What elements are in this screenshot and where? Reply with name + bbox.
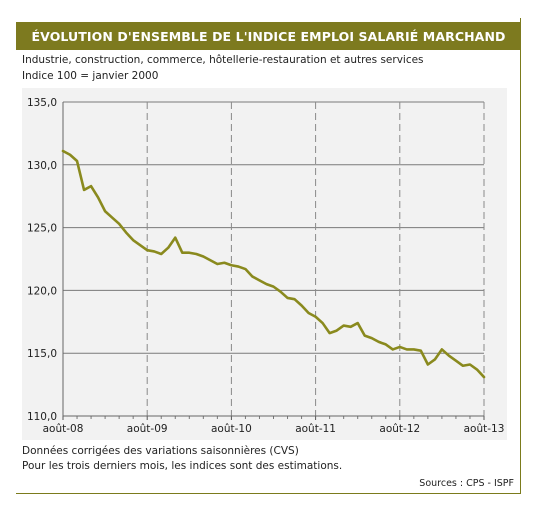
plot-background xyxy=(22,88,507,440)
chart-title: ÉVOLUTION D'ENSEMBLE DE L'INDICE EMPLOI … xyxy=(16,22,521,50)
y-tick-label: 120,0 xyxy=(27,285,57,297)
vertical-gridlines xyxy=(146,102,485,416)
x-tick-labels: août-08 août-09 août-10 août-11 août-12 août-… xyxy=(43,423,505,435)
x-tick-label: août-08 xyxy=(43,423,84,435)
y-tick-label: 125,0 xyxy=(27,223,57,235)
y-tick-label: 110,0 xyxy=(27,411,57,423)
axes xyxy=(62,102,485,420)
estimate-note: Pour les trois derniers mois, les indice… xyxy=(22,460,343,472)
x-tick-label: août-10 xyxy=(211,423,252,435)
source-credit: Sources : CPS - ISPF xyxy=(419,478,514,489)
cvs-note: Données corrigées des variations saisonn… xyxy=(22,445,299,457)
y-tick-label: 135,0 xyxy=(27,97,57,109)
x-tick-label: août-13 xyxy=(464,423,505,435)
x-tick-label: août-11 xyxy=(295,423,336,435)
index-base-note: Indice 100 = janvier 2000 xyxy=(22,70,159,82)
series-group xyxy=(61,149,486,379)
series-line-0 xyxy=(61,149,486,379)
y-tick-labels: 110,0 115,0 120,0 125,0 130,0 135,0 xyxy=(27,97,57,423)
x-tick-label: août-09 xyxy=(127,423,168,435)
x-tick-label: août-12 xyxy=(379,423,420,435)
figure-frame xyxy=(16,18,521,494)
y-tick-label: 115,0 xyxy=(27,348,57,360)
y-tick-label: 130,0 xyxy=(27,160,57,172)
chart-subtitle: Industrie, construction, commerce, hôtel… xyxy=(22,54,424,66)
horizontal-gridlines xyxy=(63,101,484,354)
